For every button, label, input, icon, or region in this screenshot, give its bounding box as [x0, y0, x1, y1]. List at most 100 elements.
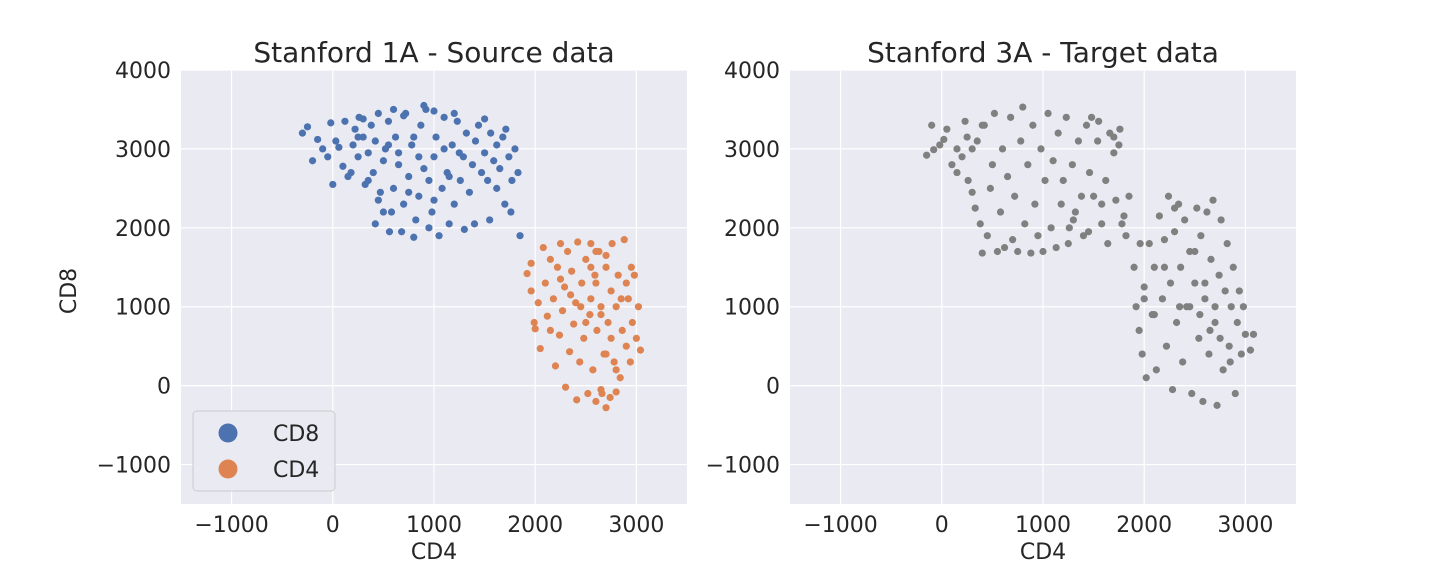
data-point-target	[1024, 161, 1032, 169]
data-point-cd8	[398, 228, 406, 236]
data-point-target	[1017, 137, 1025, 145]
data-point-cd8	[435, 232, 443, 240]
data-point-cd8	[408, 141, 416, 149]
data-point-target	[1041, 176, 1049, 185]
data-point-target	[1118, 220, 1126, 228]
data-point-target	[1098, 220, 1106, 228]
x-tick-label: 3000	[1217, 513, 1273, 538]
data-point-target	[976, 220, 984, 228]
x-tick-label: 0	[935, 513, 949, 538]
data-point-target	[1003, 172, 1012, 181]
data-point-cd4	[617, 295, 625, 303]
data-point-target	[1037, 145, 1045, 153]
y-tick-label: 3000	[115, 138, 171, 163]
data-point-cd8	[432, 133, 440, 141]
data-point-cd8	[428, 208, 436, 216]
data-point-cd8	[374, 196, 382, 204]
x-axis-label-target: CD4	[1020, 540, 1066, 565]
data-point-cd4	[597, 385, 605, 394]
data-point-cd8	[379, 157, 387, 165]
data-point-cd8	[371, 220, 379, 228]
data-point-cd4	[576, 358, 584, 366]
data-point-cd8	[445, 220, 453, 228]
data-point-target	[1195, 334, 1203, 342]
tick-labels-target: −1000 0 1000 2000 3000 −1000 0 1000 2000 3000 4000	[706, 59, 1274, 538]
data-point-cd4	[531, 325, 539, 333]
data-point-cd8	[453, 117, 461, 125]
data-point-target	[1136, 240, 1144, 248]
data-point-cd8	[367, 121, 375, 129]
data-point-cd8	[456, 176, 464, 185]
data-point-target	[953, 145, 961, 153]
data-point-cd4	[555, 331, 564, 339]
data-point-target	[1062, 113, 1070, 121]
data-point-target	[988, 161, 997, 169]
data-point-target	[1160, 236, 1169, 244]
data-point-target	[923, 151, 931, 159]
data-point-cd8	[359, 115, 367, 123]
data-point-target	[1215, 271, 1223, 279]
data-point-target	[1104, 240, 1112, 248]
data-point-cd4	[534, 299, 542, 307]
data-point-target	[1197, 232, 1205, 240]
data-point-target	[968, 188, 976, 196]
data-point-target	[1130, 263, 1138, 271]
data-point-target	[1170, 204, 1179, 212]
data-point-cd4	[549, 295, 558, 303]
data-point-cd8	[430, 107, 438, 115]
data-point-target	[1110, 149, 1118, 157]
data-point-cd8	[481, 149, 489, 157]
data-point-cd4	[530, 318, 538, 327]
data-point-target	[1084, 228, 1093, 236]
data-point-target	[1140, 283, 1148, 291]
data-point-cd4	[597, 311, 605, 319]
data-point-target	[998, 145, 1007, 153]
data-point-cd8	[499, 133, 507, 141]
data-point-target	[1150, 263, 1158, 271]
x-tick-label: −1000	[803, 513, 877, 538]
data-point-cd4	[570, 320, 578, 328]
data-point-cd4	[566, 348, 574, 356]
y-tick-label: 1000	[115, 296, 171, 321]
data-point-cd4	[602, 263, 610, 271]
y-tick-label: 0	[766, 375, 780, 400]
data-point-cd4	[607, 287, 615, 295]
data-point-target	[1085, 168, 1094, 177]
data-point-cd8	[332, 137, 340, 145]
data-point-target	[1074, 137, 1083, 145]
data-point-cd4	[582, 255, 590, 263]
data-point-cd8	[405, 188, 413, 196]
data-point-cd4	[593, 326, 601, 334]
data-point-target	[1201, 295, 1209, 303]
data-point-target	[1150, 311, 1158, 319]
data-point-target	[1164, 192, 1173, 200]
chart-title-source: Stanford 1A - Source data	[253, 36, 614, 69]
data-point-target	[1110, 133, 1118, 141]
data-point-target	[1011, 192, 1019, 200]
data-point-cd4	[584, 389, 592, 398]
data-point-cd4	[627, 263, 635, 271]
scatter-points-source	[298, 101, 645, 412]
data-point-target	[1027, 249, 1035, 257]
data-point-cd8	[329, 180, 337, 189]
legend-label-cd8: CD8	[273, 422, 319, 447]
data-point-cd4	[618, 326, 626, 334]
data-point-cd8	[410, 133, 418, 141]
data-point-cd4	[606, 393, 614, 402]
data-point-cd4	[574, 238, 582, 246]
data-point-target	[1049, 157, 1057, 165]
data-point-cd4	[580, 334, 588, 342]
data-point-cd4	[527, 259, 535, 267]
x-tick-label: 0	[326, 513, 340, 538]
data-point-cd4	[616, 374, 624, 382]
x-tick-label: −1000	[194, 513, 268, 538]
data-point-target	[1221, 287, 1229, 295]
data-point-target	[1112, 196, 1120, 204]
y-tick-label: 1000	[724, 296, 780, 321]
data-point-cd4	[539, 243, 547, 252]
data-point-cd8	[385, 228, 394, 236]
data-point-target	[1227, 303, 1235, 311]
data-point-target	[1069, 216, 1077, 224]
data-point-cd4	[626, 358, 634, 366]
data-point-target	[1229, 263, 1237, 271]
